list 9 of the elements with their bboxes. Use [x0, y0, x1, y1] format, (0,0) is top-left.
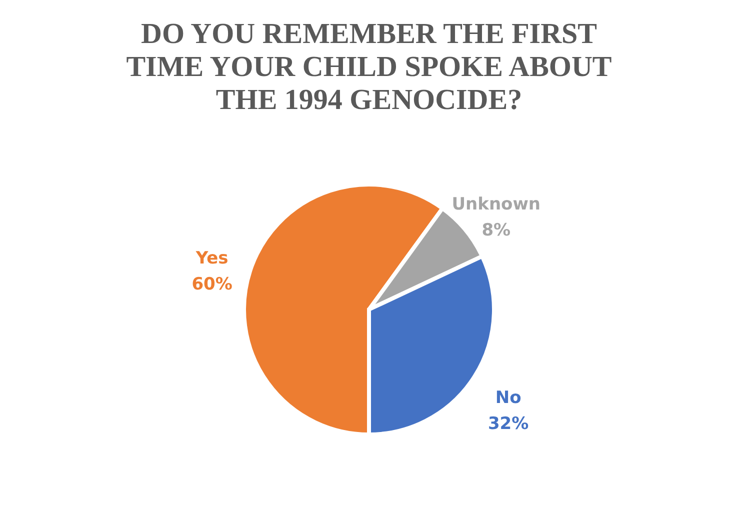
text: DO YOU REMEMBER THE FIRST: [141, 18, 597, 50]
slice-label: Unknown: [452, 194, 541, 214]
data-label: 32%: [488, 414, 529, 434]
data-label: 8%: [482, 220, 511, 240]
slice-label: No: [495, 388, 522, 408]
text: TIME YOUR CHILD SPOKE ABOUT: [126, 51, 612, 83]
data-label: 60%: [192, 274, 232, 295]
text: THE 1994 GENOCIDE?: [216, 84, 522, 116]
slice-label: Yes: [194, 248, 228, 269]
